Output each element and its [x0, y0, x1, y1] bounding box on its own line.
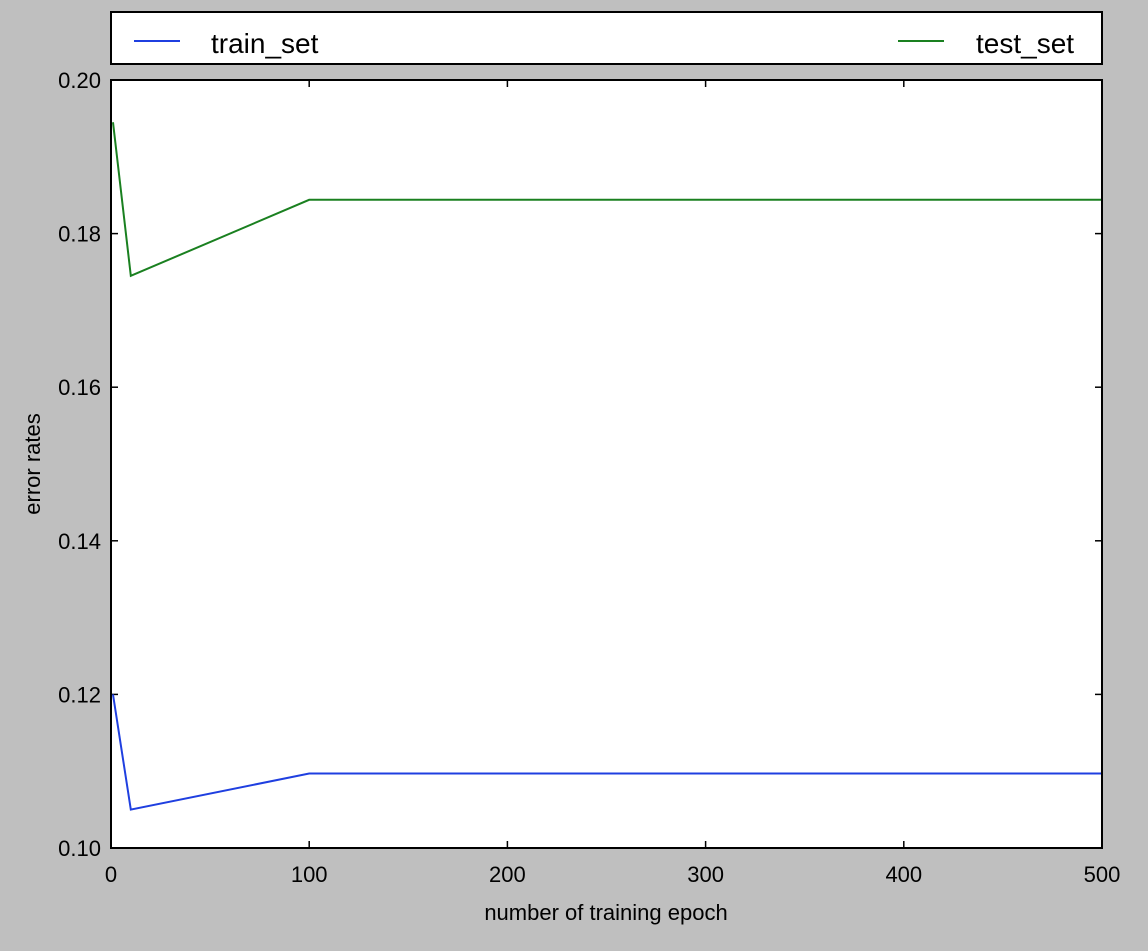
x-tick-label: 200 [489, 862, 526, 887]
legend: train_set test_set [110, 11, 1103, 65]
y-tick-label: 0.14 [58, 529, 101, 554]
series-line-train-set [111, 694, 1102, 811]
x-tick-label: 400 [885, 862, 922, 887]
legend-box [110, 11, 1103, 65]
plot-area [111, 80, 1102, 848]
y-tick-label: 0.18 [58, 222, 101, 247]
legend-label-train-set: train_set [211, 28, 319, 59]
x-axis-label: number of training epoch [484, 900, 727, 925]
plot-frame [110, 79, 1103, 849]
legend-label-test-set: test_set [976, 28, 1074, 59]
tick-labels: 0 100 200 300 400 500 0.10 0.12 0.14 0.16 0.18 0.20 [58, 68, 1120, 887]
x-tick-label: 500 [1084, 862, 1121, 887]
y-axis-label: error rates [20, 413, 45, 514]
x-tick-label: 0 [105, 862, 117, 887]
y-tick-label: 0.20 [58, 68, 101, 93]
series-line-test-set [111, 122, 1102, 278]
y-tick-label: 0.12 [58, 682, 101, 707]
series-lines [111, 122, 1102, 811]
y-tick-label: 0.10 [58, 836, 101, 861]
x-tick-label: 300 [687, 862, 724, 887]
y-tick-label: 0.16 [58, 375, 101, 400]
x-tick-label: 100 [291, 862, 328, 887]
